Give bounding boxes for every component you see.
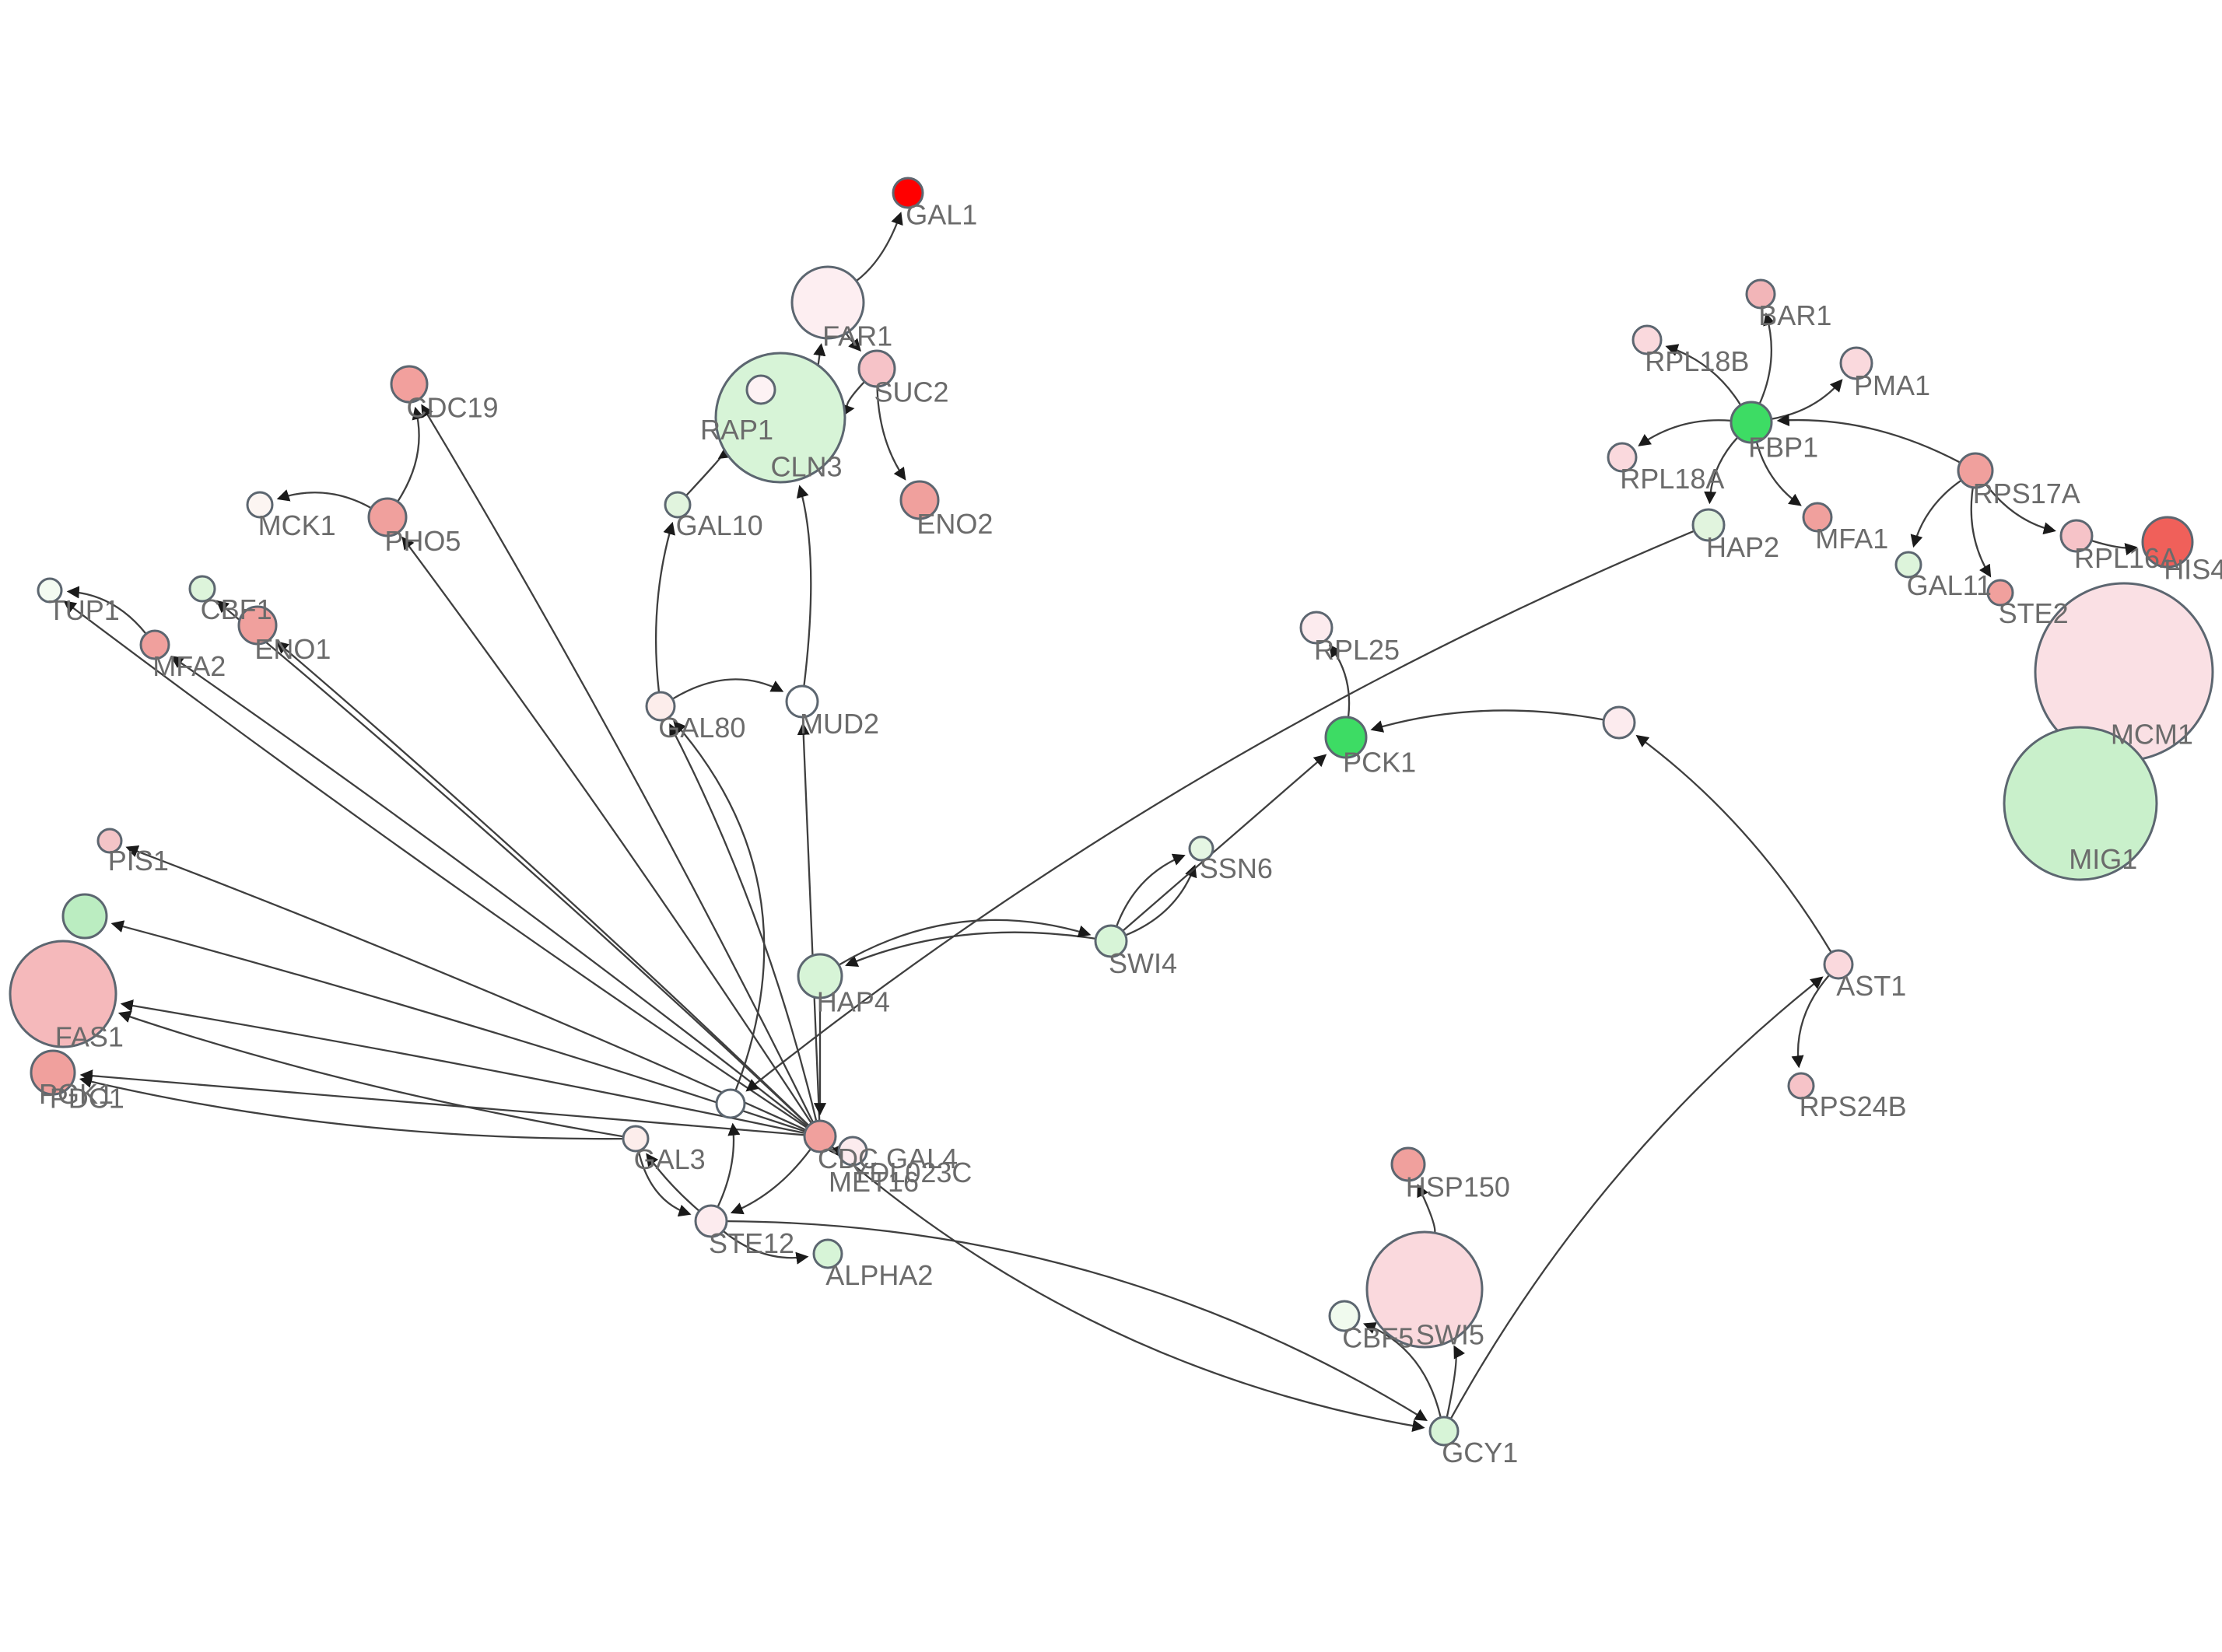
svg-text:MCK1: MCK1	[258, 509, 336, 541]
svg-text:GAL80: GAL80	[658, 712, 745, 744]
svg-text:FAR1: FAR1	[822, 320, 892, 352]
svg-text:CDC19: CDC19	[407, 392, 499, 424]
svg-text:SWI5: SWI5	[1416, 1319, 1484, 1351]
svg-text:FAS1: FAS1	[55, 1020, 124, 1052]
svg-text:GCY1: GCY1	[1442, 1437, 1518, 1468]
svg-text:RPL18A: RPL18A	[1620, 463, 1724, 495]
svg-text:PCK1: PCK1	[1343, 746, 1416, 778]
svg-text:PIS1: PIS1	[108, 845, 169, 877]
svg-text:MUD2: MUD2	[800, 708, 879, 740]
svg-text:CBF5: CBF5	[1342, 1322, 1414, 1354]
svg-text:HSP150: HSP150	[1406, 1171, 1510, 1203]
svg-text:ENO2: ENO2	[916, 508, 993, 540]
svg-text:RPL16A: RPL16A	[2074, 542, 2178, 574]
svg-text:ALPHA2: ALPHA2	[825, 1259, 933, 1291]
svg-text:RPS17A: RPS17A	[1973, 478, 2080, 509]
svg-text:FBP1: FBP1	[1748, 431, 1818, 463]
svg-text:GAL10: GAL10	[676, 509, 763, 541]
svg-text:STE12: STE12	[709, 1227, 794, 1259]
svg-text:GAL3: GAL3	[634, 1143, 706, 1175]
svg-text:HIS4: HIS4	[2164, 554, 2222, 586]
svg-text:TUP1: TUP1	[48, 594, 120, 626]
svg-text:PMA1: PMA1	[1854, 369, 1930, 401]
svg-text:PHO5: PHO5	[384, 525, 461, 557]
svg-text:MIG1: MIG1	[2069, 843, 2137, 875]
svg-text:CBF1: CBF1	[201, 593, 272, 625]
svg-text:BAR1: BAR1	[1758, 299, 1831, 331]
svg-text:STE2: STE2	[1999, 597, 2069, 629]
svg-text:SSN6: SSN6	[1200, 852, 1273, 884]
svg-text:MFA2: MFA2	[152, 650, 226, 682]
svg-text:SWI4: SWI4	[1109, 947, 1177, 979]
svg-text:CLN3: CLN3	[771, 451, 843, 483]
svg-text:GAL11: GAL11	[1907, 569, 1992, 601]
svg-text:MET16: MET16	[829, 1166, 919, 1198]
svg-text:MCM1: MCM1	[2111, 719, 2193, 751]
svg-text:PGK1: PGK1	[39, 1078, 114, 1110]
svg-text:RPS24B: RPS24B	[1800, 1090, 1907, 1122]
svg-text:ENO1: ENO1	[254, 633, 331, 665]
svg-text:MFA1: MFA1	[1815, 523, 1888, 555]
svg-text:RPL18B: RPL18B	[1645, 345, 1749, 377]
svg-text:RPL25: RPL25	[1314, 634, 1400, 666]
svg-text:GAL1: GAL1	[906, 198, 977, 230]
svg-text:RAP1: RAP1	[700, 414, 773, 446]
svg-text:HAP4: HAP4	[817, 985, 890, 1017]
svg-text:SUC2: SUC2	[874, 376, 949, 408]
svg-text:AST1: AST1	[1836, 970, 1906, 1002]
svg-text:HAP2: HAP2	[1706, 531, 1779, 563]
